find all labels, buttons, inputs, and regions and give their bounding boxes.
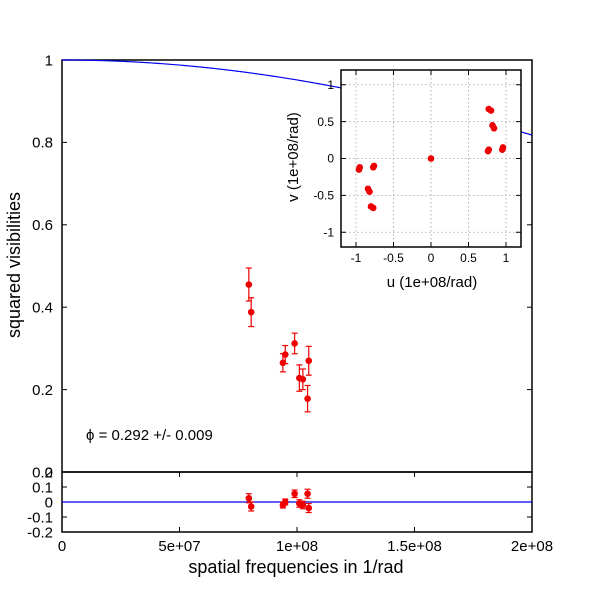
uv-y-tick-label: 0	[327, 152, 334, 166]
uv-point	[487, 107, 495, 114]
uv-x-tick-label: 0	[428, 251, 435, 265]
uv-point	[369, 164, 377, 171]
main-data-point	[304, 395, 311, 402]
uv-x-tick-label: 1	[503, 251, 510, 265]
residual-data-point	[304, 490, 311, 498]
main-data-point	[281, 351, 289, 358]
residual-y-tick-label: 0.1	[32, 479, 53, 496]
uv-point	[427, 155, 435, 162]
uv-point	[499, 144, 507, 151]
uv-y-axis-label: v (1e+08/rad)	[285, 112, 302, 202]
main-data-point	[247, 308, 255, 316]
uv-point	[490, 124, 498, 132]
residual-x-tick-label: 0	[58, 538, 66, 555]
main-y-tick-label: 0.8	[32, 135, 53, 152]
residual-data-point	[281, 498, 289, 506]
residual-data-point	[247, 503, 255, 510]
uv-x-tick-label: -0.5	[383, 251, 404, 265]
main-y-axis-label: squared visibilities	[4, 192, 24, 338]
residual-y-tick-label: -0.1	[27, 509, 53, 526]
residual-y-tick-label: 0	[45, 494, 53, 511]
residual-data-point	[305, 504, 313, 512]
uv-x-tick-label: -1	[351, 251, 362, 265]
x-axis-label: spatial frequencies in 1/rad	[188, 557, 403, 577]
main-data-point	[299, 376, 307, 383]
main-data-point	[305, 357, 313, 365]
residual-data-point	[299, 501, 307, 509]
uv-point	[364, 185, 372, 193]
main-y-tick-label: 0.2	[32, 382, 53, 399]
uv-point	[367, 203, 375, 210]
residual-data-point	[291, 490, 298, 498]
uv-x-axis-label: u (1e+08/rad)	[387, 274, 477, 291]
residual-y-tick-label: -0.2	[27, 524, 53, 541]
residual-x-tick-label: 1e+08	[276, 538, 318, 555]
uv-x-tick-label: 0.5	[460, 251, 477, 265]
main-data-point	[279, 359, 287, 367]
uv-point	[485, 146, 493, 153]
residual-x-tick-label: 1.5e+08	[387, 538, 442, 555]
uv-y-tick-label: -1	[323, 225, 334, 239]
residual-x-tick-label: 5e+07	[158, 538, 200, 555]
main-data-point	[291, 340, 298, 347]
main-y-tick-label: 1	[45, 52, 53, 69]
main-y-tick-label: 0.6	[32, 217, 53, 234]
uv-coverage-inset: -1 -0.5 0 0.5 1 -1 -0.5 0 0.5 1	[313, 69, 522, 265]
uv-y-tick-label: -0.5	[313, 189, 334, 203]
main-y-tick-label: 0	[45, 464, 53, 481]
fit-annotation: ϕ = 0.292 +/- 0.009	[86, 427, 213, 444]
uv-point	[355, 166, 363, 173]
uv-y-tick-label: 0.5	[317, 115, 334, 129]
main-data-point	[245, 281, 253, 288]
residual-plot-panel: 0 5e+07 1e+08 1.5e+08 2e+080.20.10-0.1-0.2	[27, 464, 553, 555]
residual-data-point	[245, 494, 253, 502]
uv-y-tick-label: 1	[327, 78, 334, 92]
residual-y-tick-label: 0.2	[32, 464, 53, 481]
residual-x-tick-label: 2e+08	[511, 538, 553, 555]
main-y-tick-label: 0.4	[32, 299, 53, 316]
